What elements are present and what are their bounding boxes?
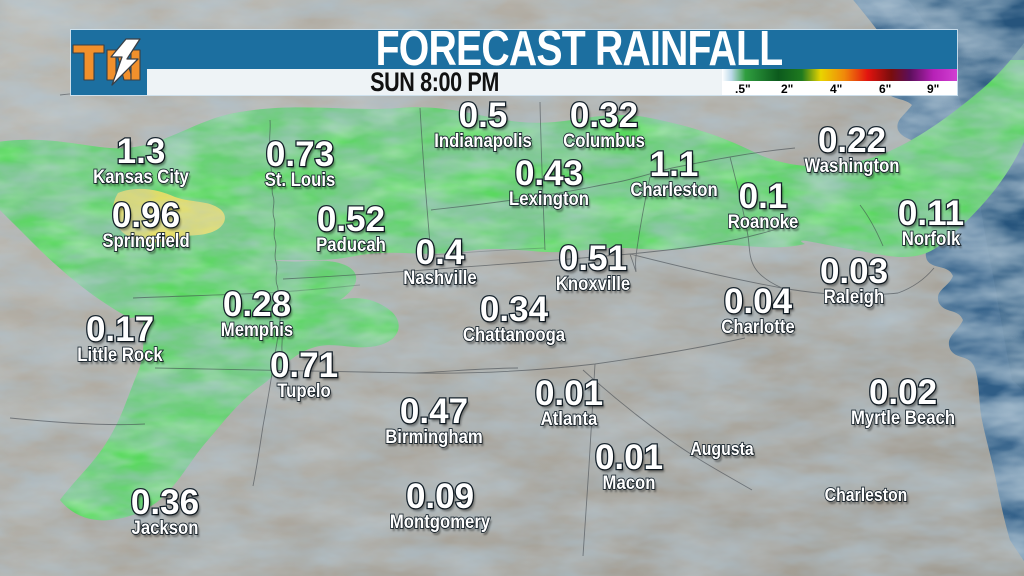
svg-text:.5": .5" (735, 82, 751, 95)
svg-text:4": 4" (830, 82, 842, 95)
svg-text:6": 6" (879, 82, 891, 95)
svg-text:9": 9" (927, 82, 939, 95)
svg-text:2": 2" (781, 82, 793, 95)
